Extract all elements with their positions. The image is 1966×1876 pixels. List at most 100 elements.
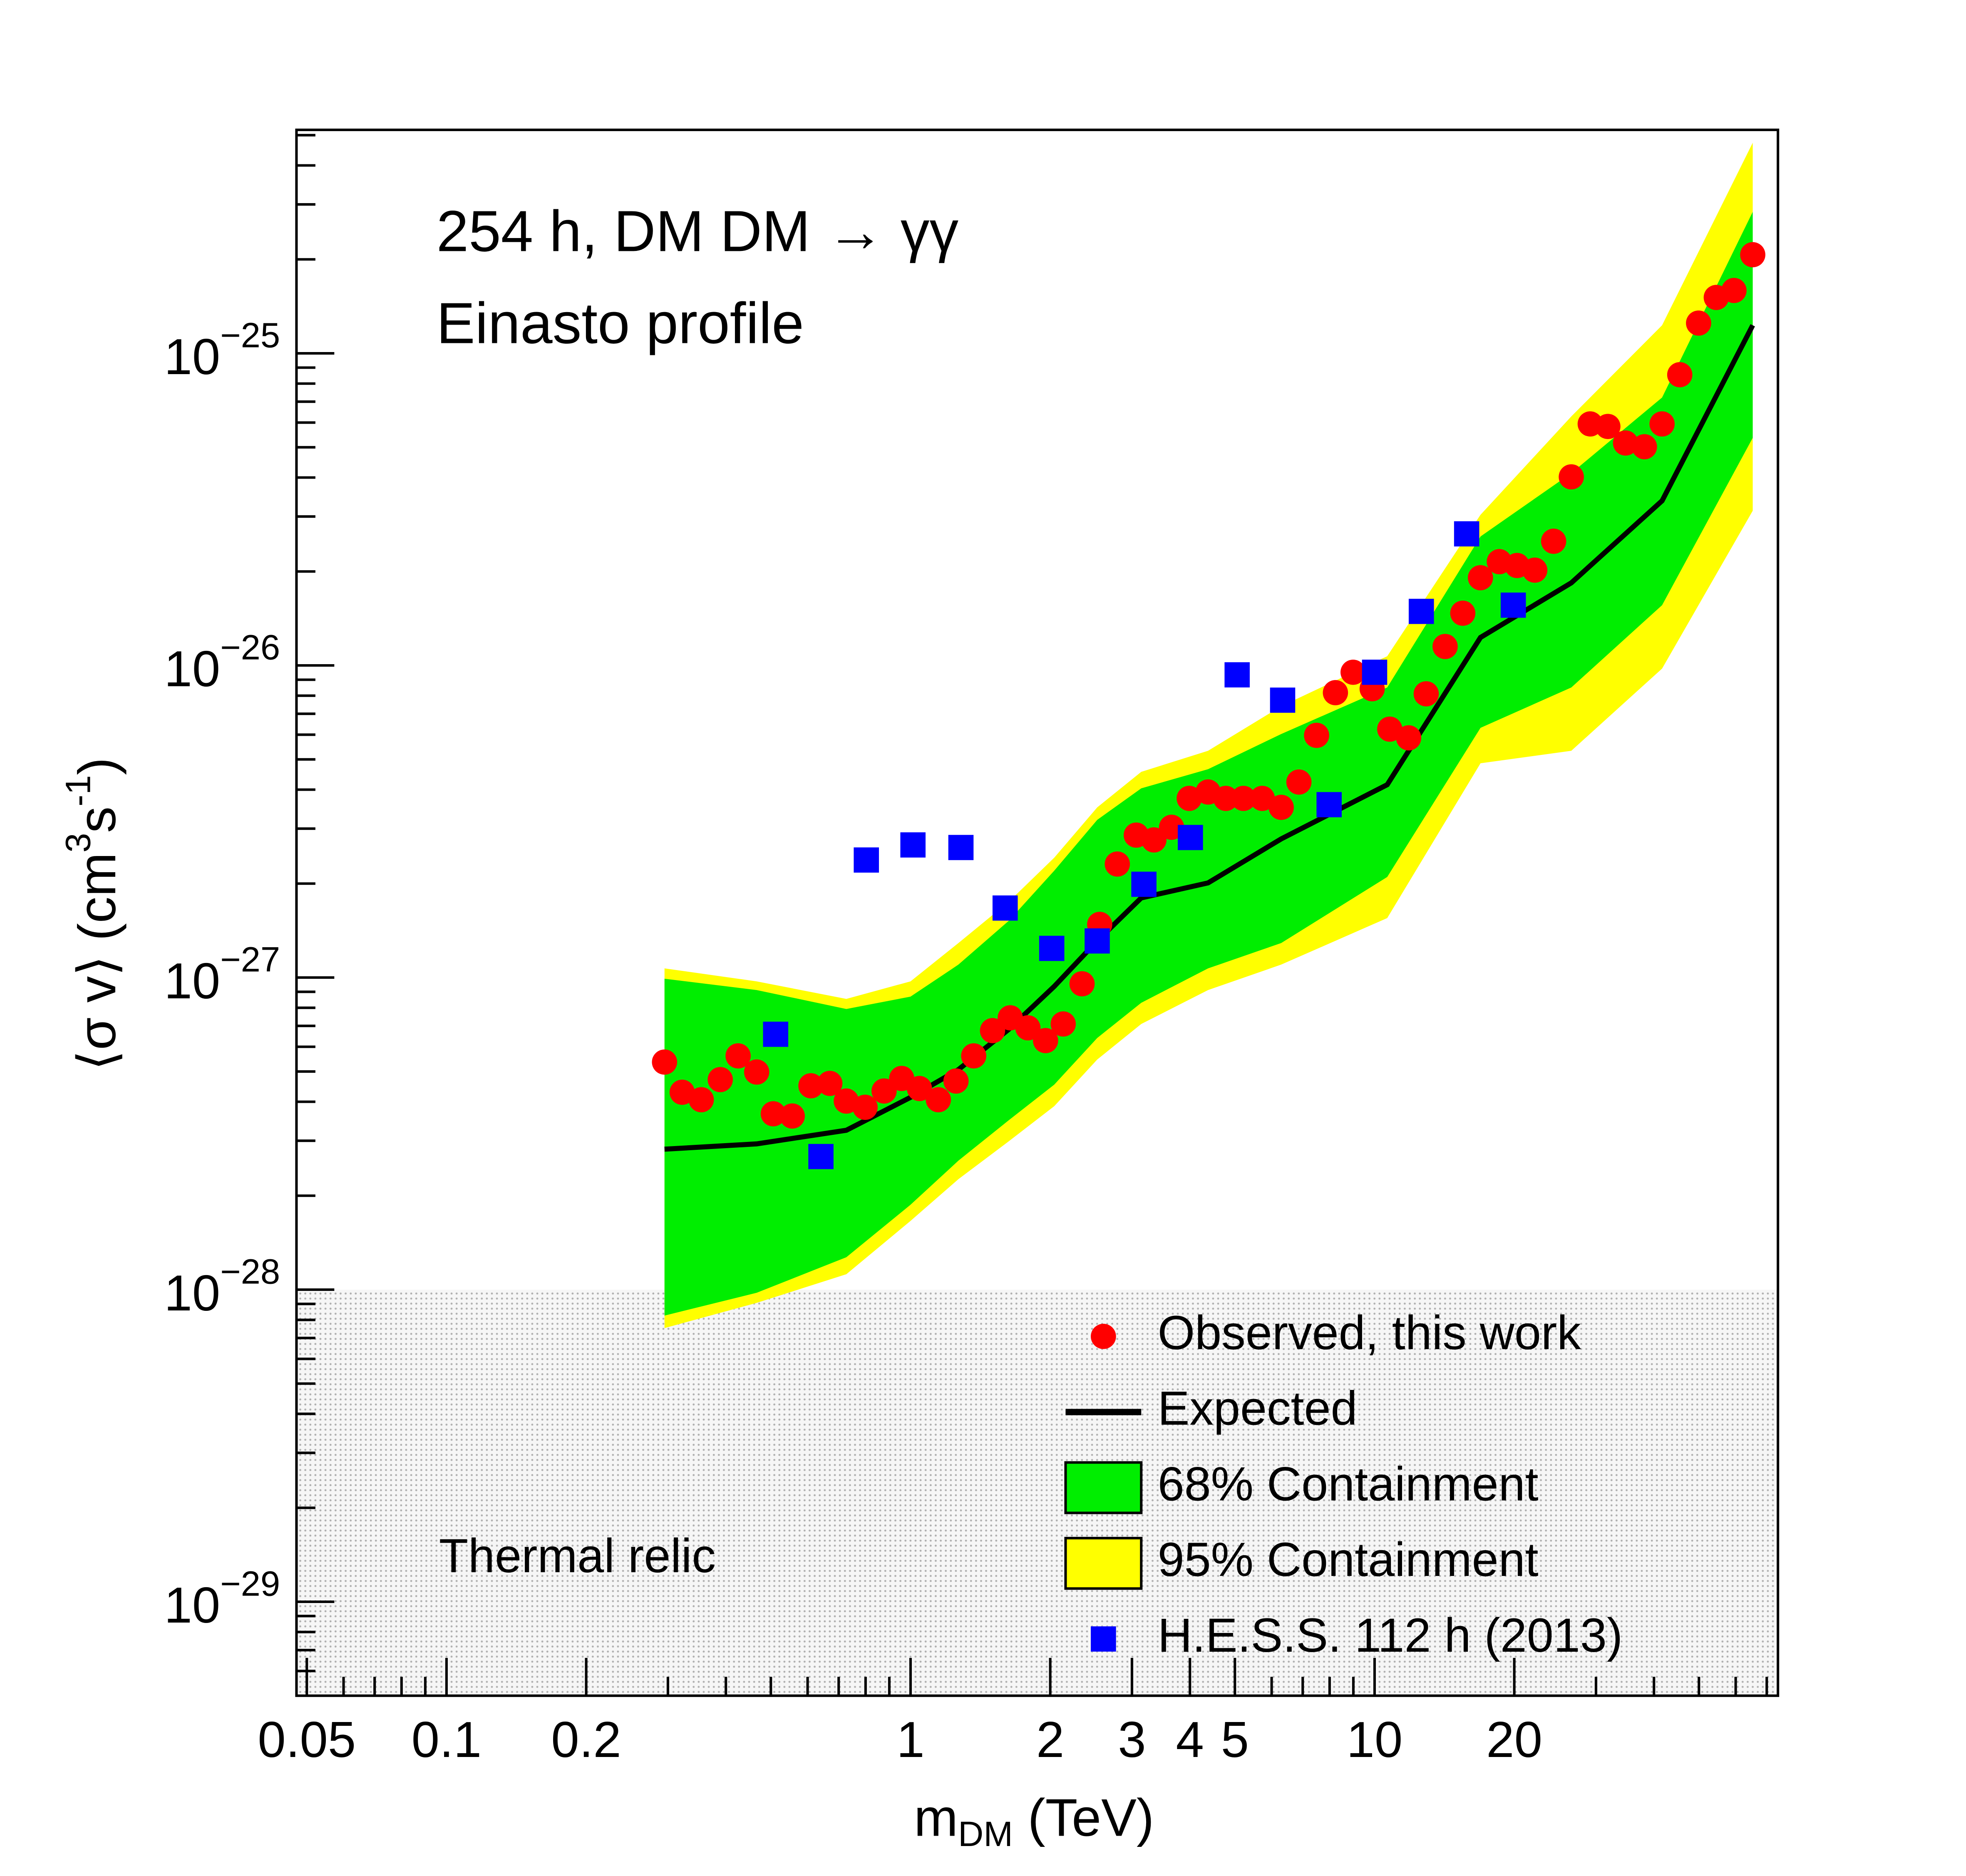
marker-circle <box>926 1087 951 1112</box>
marker-circle <box>961 1043 986 1069</box>
y-tick-label: 10−28 <box>164 1252 280 1321</box>
marker-circle <box>1595 414 1621 439</box>
legend-label: H.E.S.S. 112 h (2013) <box>1158 1609 1623 1662</box>
legend-label: Observed, this work <box>1158 1306 1581 1360</box>
marker-circle <box>943 1068 969 1094</box>
marker-circle <box>871 1078 897 1104</box>
marker-circle <box>1541 529 1566 554</box>
plot-frame <box>295 129 1780 1697</box>
x-tick-label: 0.2 <box>551 1711 621 1768</box>
expected-line <box>664 324 1755 1152</box>
marker-square <box>1454 521 1479 547</box>
thermal-relic-region <box>296 1290 1778 1696</box>
y-tick-base: 10 <box>164 1577 220 1633</box>
marker-circle <box>1249 786 1275 811</box>
marker-circle <box>1050 1011 1076 1037</box>
y-tick-exponent: −29 <box>220 1564 280 1603</box>
marker-circle <box>652 1049 678 1075</box>
marker-circle <box>1231 786 1256 811</box>
marker-square <box>1362 660 1388 685</box>
x-tick-label: 4 <box>1176 1711 1204 1768</box>
marker-circle <box>707 1067 733 1092</box>
y-tick-label: 10−27 <box>164 940 280 1009</box>
x-tick-label: 2 <box>1036 1711 1064 1768</box>
marker-square <box>854 847 879 873</box>
y-tick-label: 10−25 <box>164 315 280 385</box>
marker-square <box>1224 662 1250 687</box>
marker-circle <box>1304 722 1329 748</box>
marker-circle <box>1268 794 1294 820</box>
x-axis-label: mDM (TeV) <box>914 1788 1154 1854</box>
marker-square <box>1316 792 1342 817</box>
band <box>664 211 1753 1316</box>
marker-circle <box>1015 1015 1041 1041</box>
x-tick-label: 10 <box>1347 1711 1403 1768</box>
annotation: Einasto profile <box>437 291 804 356</box>
y-tick-label: 10−26 <box>164 628 280 697</box>
marker-circle <box>1649 411 1675 437</box>
marker-square <box>1131 871 1157 897</box>
y-tick-base: 10 <box>164 640 220 697</box>
marker-square <box>1500 592 1526 618</box>
marker-square <box>763 1022 789 1047</box>
marker-square <box>948 835 974 860</box>
legend-label: Expected <box>1158 1382 1358 1435</box>
marker-circle <box>1632 434 1657 459</box>
annotation: 254 h, DM DM → γγ <box>437 199 959 263</box>
marker-square <box>1178 825 1203 850</box>
x-tick-label: 1 <box>896 1711 924 1768</box>
legend-swatch <box>1064 1537 1143 1590</box>
legend-swatch <box>1064 1461 1143 1514</box>
marker-circle <box>1396 725 1422 751</box>
marker-circle <box>725 1043 751 1069</box>
marker-circle <box>1559 464 1584 490</box>
marker-circle <box>1450 601 1476 626</box>
marker-square <box>992 895 1018 921</box>
marker-circle <box>760 1101 786 1127</box>
y-tick-base: 10 <box>164 953 220 1009</box>
marker-circle <box>1613 430 1638 456</box>
legend-marker <box>1091 1324 1116 1349</box>
marker-circle <box>1413 681 1439 707</box>
legend-label: 95% Containment <box>1158 1533 1539 1586</box>
marker-circle <box>1340 660 1366 685</box>
marker-circle <box>1141 827 1167 853</box>
marker-square <box>1039 936 1065 961</box>
marker-circle <box>852 1094 878 1120</box>
legend-label: 68% Containment <box>1158 1457 1539 1511</box>
marker-circle <box>744 1059 770 1085</box>
y-tick-base: 10 <box>164 328 220 385</box>
x-label-main: m <box>914 1788 958 1847</box>
y-label-sup: -1 <box>58 775 98 806</box>
x-tick-label: 5 <box>1221 1711 1249 1768</box>
marker-circle <box>906 1076 932 1101</box>
marker-circle <box>1432 634 1458 659</box>
marker-square <box>1085 928 1110 954</box>
y-label-main: ) <box>67 757 126 775</box>
y-tick-label: 10−29 <box>164 1564 280 1633</box>
marker-circle <box>1033 1028 1058 1053</box>
thermal-relic-label: Thermal relic <box>439 1529 716 1583</box>
y-label-main: s <box>67 806 126 833</box>
marker-circle <box>1468 565 1493 591</box>
marker-square <box>900 832 926 858</box>
marker-square <box>1270 687 1296 713</box>
x-tick-label: 0.1 <box>412 1711 482 1768</box>
marker-circle <box>1740 242 1765 268</box>
marker-circle <box>980 1018 1005 1043</box>
y-tick-exponent: −28 <box>220 1252 280 1291</box>
marker-circle <box>1105 851 1130 877</box>
marker-circle <box>817 1071 843 1096</box>
marker-circle <box>1522 557 1548 583</box>
marker-circle <box>669 1079 695 1105</box>
marker-circle <box>1323 680 1348 705</box>
marker-square <box>808 1144 834 1169</box>
y-label-sup: 3 <box>58 833 98 853</box>
legend-marker <box>1091 1626 1116 1652</box>
y-tick-base: 10 <box>164 1265 220 1321</box>
y-label-main: ⟨σ v⟩ (cm <box>67 853 126 1071</box>
marker-circle <box>1069 971 1095 997</box>
x-label-unit: (TeV) <box>1013 1788 1154 1847</box>
marker-circle <box>1721 278 1747 303</box>
marker-circle <box>1667 362 1693 387</box>
